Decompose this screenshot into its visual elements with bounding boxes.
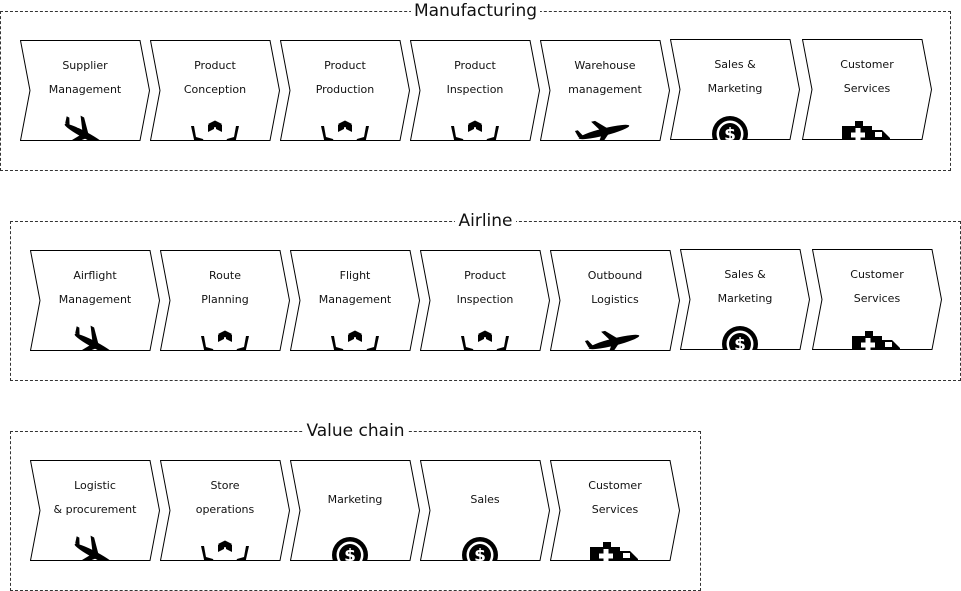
- group-manufacturing: Manufacturing: [0, 1, 951, 171]
- chain-step[interactable]: Customer Services: [802, 39, 932, 140]
- step-label: Store operations: [195, 479, 255, 516]
- step-label: Product Production: [315, 59, 375, 96]
- group-title: Manufacturing: [1, 1, 950, 21]
- step-label: Customer Services: [850, 268, 904, 305]
- chain-step[interactable]: Warehouse management: [540, 40, 670, 141]
- step-label: Route Planning: [201, 269, 249, 306]
- step-label: Customer Services: [840, 58, 894, 95]
- step-label: Product Inspection: [446, 59, 504, 96]
- chain-step[interactable]: Product Inspection: [420, 250, 550, 351]
- step-label: Warehouse management: [568, 59, 642, 96]
- chain-step[interactable]: Customer Services: [550, 460, 680, 561]
- step-label: Outbound Logistics: [587, 269, 643, 306]
- chain-step[interactable]: Airflight Management: [30, 250, 160, 351]
- group-title: Airline: [11, 211, 960, 231]
- chain-step[interactable]: Logistic & procurement: [30, 460, 160, 561]
- step-label: Logistic & procurement: [53, 479, 137, 516]
- chain-step[interactable]: Sales & Marketing: [670, 39, 800, 140]
- step-label: Airflight Management: [58, 269, 132, 306]
- step-label: Sales & Marketing: [717, 268, 773, 305]
- chain-step[interactable]: Marketing: [290, 460, 420, 561]
- chain-step[interactable]: Supplier Management: [20, 40, 150, 141]
- chain-step[interactable]: Product Production: [280, 40, 410, 141]
- chain-step[interactable]: Store operations: [160, 460, 290, 561]
- chain-step[interactable]: Route Planning: [160, 250, 290, 351]
- step-label: Product Conception: [183, 59, 247, 96]
- step-label: Sales: [470, 493, 500, 506]
- step-label: Flight Management: [318, 269, 392, 306]
- step-label: Sales & Marketing: [707, 58, 763, 95]
- chain-step[interactable]: Sales: [420, 460, 550, 561]
- chain-step[interactable]: Flight Management: [290, 250, 420, 351]
- chain-step[interactable]: Sales & Marketing: [680, 249, 810, 350]
- step-label: Marketing: [327, 493, 383, 506]
- group-title: Value chain: [11, 421, 700, 441]
- step-label: Supplier Management: [48, 59, 122, 96]
- step-label: Customer Services: [588, 479, 642, 516]
- chain-step[interactable]: Customer Services: [812, 249, 942, 350]
- chain-step[interactable]: Product Conception: [150, 40, 280, 141]
- step-label: Product Inspection: [456, 269, 514, 306]
- chain-step[interactable]: Product Inspection: [410, 40, 540, 141]
- chain-step[interactable]: Outbound Logistics: [550, 250, 680, 351]
